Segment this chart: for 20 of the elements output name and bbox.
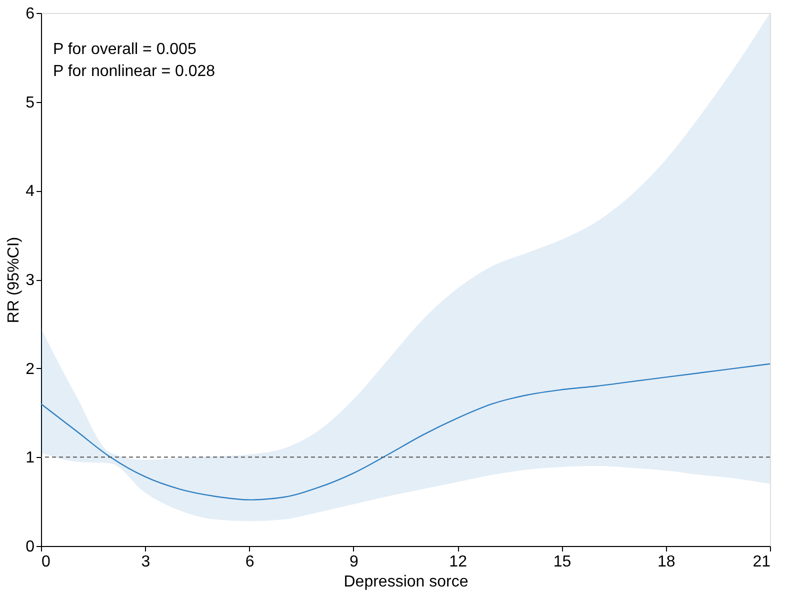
x-tick-label: 18 [657,554,676,570]
x-tick-label: 21 [752,554,771,570]
x-tick-label: 15 [553,554,572,570]
x-tick-label: 9 [349,554,358,570]
x-axis-title: Depression sorce [344,574,468,590]
y-tick-label: 0 [26,538,35,556]
y-tick-label: 4 [26,183,35,200]
annotation: P for overall = 0.005 [53,41,196,58]
x-tick-label: 12 [449,554,468,570]
line-series [40,363,771,500]
y-tick-label: 5 [26,94,35,112]
y-tick-label: 1 [26,450,35,467]
annotation: P for nonlinear = 0.028 [53,63,216,80]
x-tick-label: 3 [141,554,150,570]
y-axis-title: RR (95%CI) [6,236,23,324]
x-tick-label: 0 [42,554,50,570]
y-tick-label: 2 [26,360,35,378]
y-tick-label: 3 [26,272,35,289]
x-tick-label: 6 [245,554,254,570]
y-tick-label: 6 [26,6,35,22]
